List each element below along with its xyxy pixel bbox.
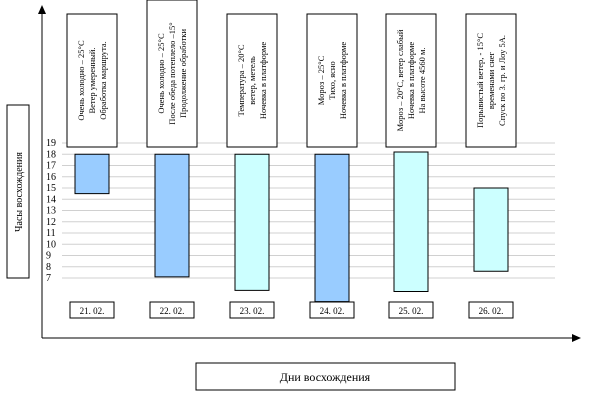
annotation-line: Тихо, ясно — [327, 61, 337, 99]
annotation-box-4 — [306, 13, 358, 148]
annotation-line: Продолжение обработки — [178, 29, 188, 119]
annotation-line: Очень холодно – 25°С — [156, 33, 166, 114]
annotation-line: временами снег — [486, 51, 496, 109]
annotation-line: Температура – 20°С — [236, 44, 246, 116]
annotation-line: Обработка маршрута. — [98, 41, 108, 120]
annotation-line: Очень холодно – 25°С — [76, 40, 86, 121]
bar-2502 — [393, 151, 429, 292]
x-category-box — [388, 301, 434, 319]
y-tick-label: 8 — [46, 262, 51, 273]
annotation-line: ветер, метель — [247, 56, 257, 105]
annotation-line: Ночевка в платформе — [338, 42, 348, 120]
y-tick-label: 17 — [46, 161, 56, 172]
annotation-line: Спуск по 3. гр. и Лоу 5А. — [497, 35, 507, 126]
annotation-line: Мороз – 20°С, ветер слабый — [395, 29, 405, 131]
bar-2402 — [314, 153, 350, 303]
y-tick-label: 14 — [46, 194, 56, 205]
annotation-line: После обеда потеплело –15° — [167, 22, 177, 124]
y-axis-label-box — [6, 104, 30, 279]
y-axis-label: Часы восхождения — [14, 152, 25, 232]
annotation-box-6 — [465, 13, 517, 148]
bar-2202 — [154, 153, 190, 278]
x-tick-label: 26. 02. — [479, 306, 504, 316]
y-tick-label: 12 — [46, 217, 56, 228]
bar-2102 — [74, 153, 110, 195]
y-tick-label: 16 — [46, 172, 56, 183]
x-axis-label: Дни восхождения — [280, 370, 371, 384]
annotation-box-1 — [66, 13, 118, 148]
x-category-box — [69, 301, 115, 319]
y-tick-label: 13 — [46, 206, 56, 217]
annotation-line: Ночевка в платформе — [406, 42, 416, 120]
x-tick-label: 25. 02. — [399, 306, 424, 316]
x-tick-label: 23. 02. — [240, 306, 265, 316]
y-tick-label: 10 — [46, 239, 56, 250]
annotation-box-5 — [385, 13, 437, 148]
y-tick-label: 9 — [46, 251, 51, 262]
x-axis-arrow — [572, 334, 581, 342]
x-axis-label-box — [195, 362, 456, 391]
x-category-box — [468, 301, 514, 319]
y-tick-label: 18 — [46, 149, 56, 160]
bar-2602 — [473, 187, 509, 272]
x-tick-label: 22. 02. — [160, 306, 185, 316]
y-tick-label: 11 — [46, 228, 56, 239]
x-category-box — [309, 301, 355, 319]
annotation-box-2 — [146, 0, 198, 148]
annotation-line: На высоте 4560 м. — [417, 48, 427, 114]
x-tick-label: 24. 02. — [320, 306, 345, 316]
annotation-line: Ветер умеренный. — [87, 47, 97, 113]
x-category-box — [229, 301, 275, 319]
annotation-line: Мороз – 25°С — [316, 55, 326, 105]
bar-2302 — [234, 153, 270, 291]
y-tick-label: 7 — [46, 273, 51, 284]
y-tick-label: 19 — [46, 138, 56, 149]
x-category-box — [149, 301, 195, 319]
y-axis-arrow — [38, 5, 46, 14]
y-tick-label: 15 — [46, 183, 56, 194]
annotation-line: Порывистый ветер, - 15°С — [475, 33, 485, 128]
x-tick-label: 21. 02. — [80, 306, 105, 316]
annotation-line: Ночевка в платформе — [258, 42, 268, 120]
annotation-box-3 — [226, 13, 278, 148]
